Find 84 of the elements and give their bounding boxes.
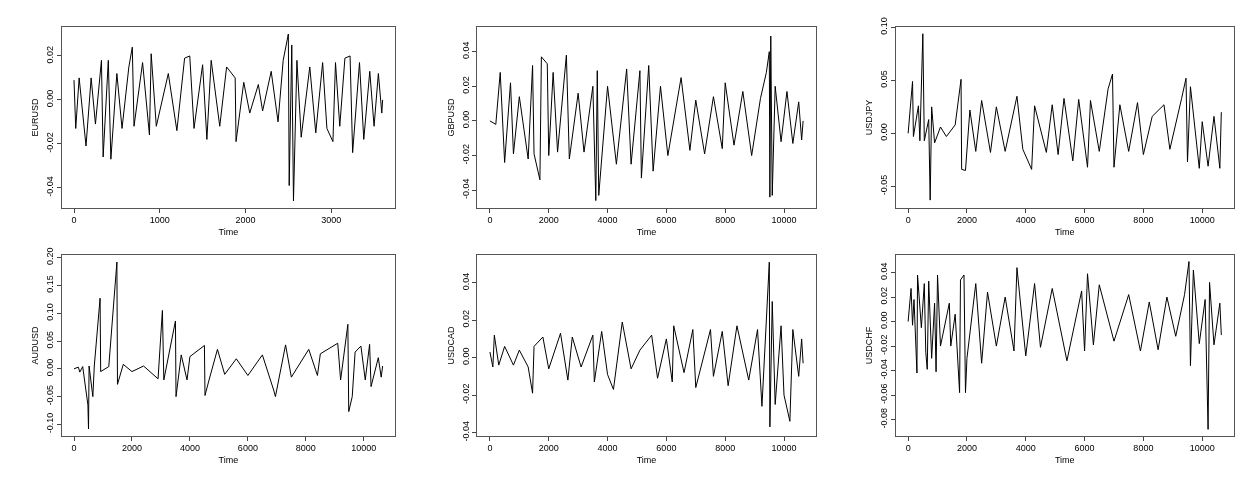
y-axis-title: AUDUSD [30, 325, 41, 365]
y-tick-label: 0.10 [879, 17, 889, 35]
x-tick-label: 4000 [1015, 215, 1036, 226]
y-tick-label: -0.08 [879, 407, 889, 429]
y-axis-title: USDJPY [864, 99, 875, 136]
x-tick-label: 0 [905, 443, 911, 454]
x-tick-label: 0 [487, 215, 493, 226]
y-axis-title: EURUSD [30, 97, 41, 137]
y-tick-label: 0.04 [460, 272, 471, 291]
x-tick-label: 2000 [956, 443, 977, 454]
x-tick-label: 8000 [1133, 215, 1154, 226]
x-tick-label: 6000 [1074, 443, 1095, 454]
line-series [73, 261, 384, 430]
x-tick-label: 2000 [538, 215, 559, 226]
y-tick-label: 0.04 [879, 262, 889, 280]
x-tick-label: 8000 [715, 443, 736, 454]
y-tick-label: -0.06 [879, 383, 889, 404]
y-tick-label: 0.00 [45, 89, 56, 108]
y-tick-label: -0.04 [460, 420, 471, 442]
y-tick-label: 0.20 [45, 247, 56, 266]
x-tick-label: 4000 [597, 215, 618, 226]
line-series [73, 33, 384, 202]
y-tick-label: 0.02 [879, 286, 889, 305]
x-tick-label: 2000 [956, 215, 977, 226]
line-series [489, 35, 804, 202]
x-axis-title: Time [218, 227, 239, 238]
y-tick-label: 0.04 [460, 41, 471, 60]
y-tick-label: -0.04 [460, 178, 471, 200]
y-tick-label: 0.02 [460, 76, 471, 94]
y-tick-label: 0.02 [460, 310, 471, 328]
line-series [907, 261, 1222, 430]
y-tick-label: -0.02 [45, 132, 56, 153]
x-tick-label: 10000 [351, 443, 377, 454]
x-tick-label: 8000 [295, 443, 316, 454]
y-axis-title: GBPUSD [446, 97, 457, 137]
y-tick-label: 0.00 [460, 110, 471, 129]
x-tick-label: 2000 [235, 215, 256, 226]
x-tick-label: 10000 [1189, 215, 1215, 226]
x-tick-label: 4000 [1015, 443, 1036, 454]
x-tick-label: 0 [71, 443, 77, 454]
x-tick-label: 10000 [771, 215, 797, 226]
y-tick-label: -0.05 [879, 174, 889, 196]
x-tick-label: 8000 [1133, 443, 1154, 454]
x-axis-title: Time [636, 227, 657, 238]
y-tick-label: 0.10 [45, 303, 56, 321]
y-tick-label: 0.02 [45, 45, 56, 64]
x-tick-label: 10000 [1189, 443, 1215, 454]
x-axis-title: Time [218, 455, 239, 466]
y-tick-label: -0.05 [45, 385, 56, 406]
x-tick-label: 1000 [149, 215, 170, 226]
x-tick-label: 2000 [538, 443, 559, 454]
x-tick-label: 6000 [1074, 215, 1095, 226]
y-tick-label: 0.05 [879, 70, 889, 88]
x-tick-label: 3000 [321, 215, 342, 226]
y-tick-label: -0.04 [879, 358, 889, 380]
x-tick-label: 0 [905, 215, 911, 226]
y-axis-title: USDCAD [446, 325, 457, 365]
x-axis-title: Time [1054, 455, 1075, 466]
x-tick-label: 0 [71, 215, 77, 226]
x-tick-label: 6000 [656, 215, 677, 226]
x-tick-label: 8000 [715, 215, 736, 226]
x-tick-label: 6000 [656, 443, 677, 454]
y-tick-label: 0.00 [879, 123, 889, 141]
y-tick-label: 0.05 [45, 330, 56, 349]
y-tick-label: -0.02 [460, 383, 471, 404]
y-tick-label: -0.10 [45, 412, 56, 434]
x-tick-label: 4000 [597, 443, 618, 454]
x-axis-title: Time [636, 455, 657, 466]
y-tick-label: 0.15 [45, 275, 56, 293]
x-axis-title: Time [1054, 227, 1075, 238]
x-tick-label: 0 [487, 443, 493, 454]
x-tick-label: 6000 [237, 443, 258, 454]
y-tick-label: -0.04 [45, 176, 56, 197]
y-tick-label: 0.00 [45, 358, 56, 377]
y-tick-label: 0.00 [460, 347, 471, 366]
y-tick-label: 0.00 [879, 311, 889, 329]
y-tick-label: -0.02 [879, 334, 889, 355]
y-axis-title: USDCHF [864, 326, 875, 365]
y-tick-label: -0.02 [460, 143, 471, 165]
line-series [907, 33, 1222, 201]
x-tick-label: 10000 [771, 443, 797, 454]
x-tick-label: 4000 [179, 443, 200, 454]
x-tick-label: 2000 [121, 443, 142, 454]
line-series [489, 261, 804, 428]
